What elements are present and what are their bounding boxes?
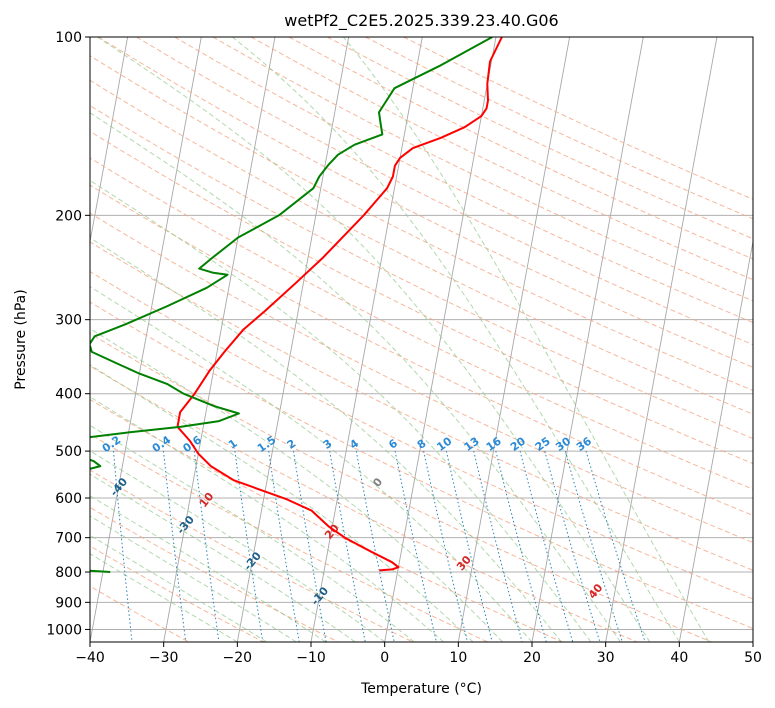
dry-adiabat-line xyxy=(90,585,190,642)
isotherm-line xyxy=(90,37,129,245)
moist-adiabat-line xyxy=(90,285,533,642)
x-tick-label: 0 xyxy=(380,650,389,666)
dry-adiabat-line xyxy=(90,55,753,392)
dry-adiabat-line xyxy=(90,433,488,642)
dry-adiabat-line xyxy=(90,157,753,490)
chart-title: wetPf2_C2E5.2025.339.23.40.G06 xyxy=(284,11,558,31)
dry-adiabat-line xyxy=(90,270,753,600)
y-tick-label: 300 xyxy=(55,313,82,329)
y-tick-label: 400 xyxy=(55,387,82,403)
mixing-ratio-lines xyxy=(113,450,646,642)
mixing-ratio-line xyxy=(193,451,220,642)
y-tick-label: 800 xyxy=(55,565,82,581)
moist-adiabat-line xyxy=(90,473,356,642)
isotherm-line xyxy=(90,37,202,642)
mixing-ratio-line xyxy=(268,451,300,642)
x-axis-label: Temperature (°C) xyxy=(360,681,482,697)
plot-frame xyxy=(89,36,754,643)
dry-adiabat-line xyxy=(90,105,753,440)
mixing-ratio-line xyxy=(585,450,646,642)
x-tick-label: −20 xyxy=(223,650,253,666)
mixing-ratio-line xyxy=(113,451,133,642)
x-tick-label: 10 xyxy=(449,650,467,666)
isotherm-line xyxy=(605,37,718,642)
x-tick-label: −30 xyxy=(149,650,179,666)
moist-adiabat-line xyxy=(90,424,415,642)
mixing-ratio-line xyxy=(234,451,264,642)
dry-adiabat-line xyxy=(90,79,753,415)
y-tick-label: 200 xyxy=(55,208,82,224)
moist-adiabat-line xyxy=(90,112,621,642)
mixing-ratio-line xyxy=(355,451,395,642)
x-tick-label: −10 xyxy=(296,650,326,666)
dry-adiabat-line xyxy=(174,37,753,324)
temperature-profile-line xyxy=(176,37,503,572)
x-tick-label: 40 xyxy=(670,650,688,666)
moist-adiabat-line xyxy=(90,237,562,642)
isotherm-line xyxy=(310,37,423,642)
x-tick-label: −40 xyxy=(75,650,105,666)
isotherm-line xyxy=(457,37,571,642)
dry-adiabat-line xyxy=(90,545,264,642)
mixing-ratio-line xyxy=(445,450,493,642)
plot-area: 0.10.20.40.611.52346810131620253036-100-… xyxy=(90,37,753,642)
mixing-ratio-line xyxy=(163,451,187,642)
dry-adiabat-line xyxy=(90,184,753,517)
dry-adiabat-lines xyxy=(90,37,753,642)
moist-adiabat-line xyxy=(90,534,268,642)
y-axis-ticks: 100 200 300 400 500 600 700 800 900 1000 xyxy=(46,30,90,638)
sounding-profiles xyxy=(90,37,503,573)
dry-adiabat-line xyxy=(90,398,563,642)
isotherm-line xyxy=(384,37,497,642)
isotherm-lines xyxy=(90,37,753,642)
isotherm-line xyxy=(163,37,276,642)
mixing-ratio-line xyxy=(544,450,601,642)
y-tick-label: 700 xyxy=(55,531,82,547)
moist-adiabat-lines xyxy=(90,37,710,642)
x-tick-label: 50 xyxy=(744,650,762,666)
y-axis-label: Pressure (hPa) xyxy=(13,289,29,389)
moist-adiabat-line xyxy=(90,179,592,642)
mixing-ratio-line xyxy=(495,450,547,642)
mixing-ratio-line xyxy=(519,450,574,642)
y-tick-label: 100 xyxy=(55,30,82,46)
moist-adiabat-line xyxy=(90,553,238,642)
x-tick-label: 30 xyxy=(597,650,615,666)
dry-adiabat-line xyxy=(90,301,753,630)
mixing-ratio-line xyxy=(564,450,623,642)
dewpoint-profile-line xyxy=(90,37,493,573)
dry-adiabat-line xyxy=(136,37,753,346)
x-tick-label: 20 xyxy=(523,650,541,666)
y-tick-label: 600 xyxy=(55,491,82,507)
mixing-ratio-line xyxy=(423,451,468,642)
dry-adiabat-line xyxy=(90,241,753,571)
moist-adiabat-line xyxy=(97,37,651,642)
dry-adiabat-line xyxy=(90,469,414,642)
moist-adiabat-line xyxy=(90,450,385,642)
y-tick-label: 1000 xyxy=(46,622,82,638)
moist-adiabat-line xyxy=(90,327,503,642)
mixing-ratio-line xyxy=(394,451,437,642)
mixing-ratio-line xyxy=(473,450,523,642)
moist-adiabat-line xyxy=(343,37,710,642)
isotherm-line xyxy=(531,37,644,642)
dry-adiabat-line xyxy=(90,365,638,642)
y-tick-label: 500 xyxy=(55,444,82,460)
isotherm-line xyxy=(236,37,350,642)
isotherm-line xyxy=(678,239,753,642)
x-axis-ticks: −40 −30 −20 −10 0 10 20 30 40 50 xyxy=(75,642,762,666)
moist-adiabat-line xyxy=(232,37,680,642)
y-tick-label: 900 xyxy=(55,595,82,611)
dry-adiabat-line xyxy=(90,332,712,642)
moist-adiabat-line xyxy=(90,396,444,642)
